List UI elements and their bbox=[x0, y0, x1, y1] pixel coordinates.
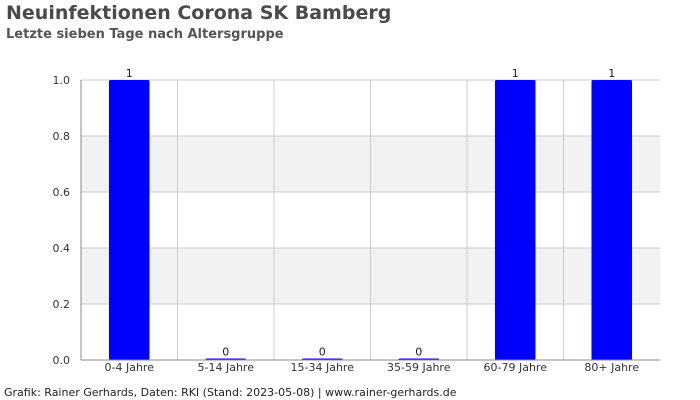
y-tick-label: 0.8 bbox=[53, 130, 71, 143]
data-label: 0 bbox=[415, 346, 422, 359]
y-tick-label: 0.6 bbox=[53, 186, 71, 199]
chart-title: Neuinfektionen Corona SK Bamberg bbox=[6, 2, 392, 24]
bar bbox=[591, 80, 633, 360]
data-label: 0 bbox=[222, 346, 229, 359]
y-tick-label: 1.0 bbox=[53, 74, 71, 87]
x-tick-label: 80+ Jahre bbox=[584, 361, 639, 374]
footer-credit: Grafik: Rainer Gerhards, Daten: RKI (Sta… bbox=[4, 386, 457, 399]
x-tick-label: 5-14 Jahre bbox=[198, 361, 255, 374]
data-label: 1 bbox=[126, 67, 133, 80]
x-tick-label: 60-79 Jahre bbox=[484, 361, 548, 374]
x-tick-label: 0-4 Jahre bbox=[105, 361, 155, 374]
data-label: 1 bbox=[608, 67, 615, 80]
y-tick-label: 0.2 bbox=[53, 298, 71, 311]
x-tick-label: 35-59 Jahre bbox=[387, 361, 451, 374]
chart-subtitle: Letzte sieben Tage nach Altersgruppe bbox=[6, 27, 284, 42]
y-tick-label: 0.0 bbox=[53, 354, 71, 367]
bar bbox=[108, 80, 150, 360]
x-tick-label: 15-34 Jahre bbox=[291, 361, 355, 374]
data-label: 1 bbox=[512, 67, 519, 80]
y-tick-label: 0.4 bbox=[53, 242, 71, 255]
bar bbox=[494, 80, 536, 360]
data-label: 0 bbox=[319, 346, 326, 359]
